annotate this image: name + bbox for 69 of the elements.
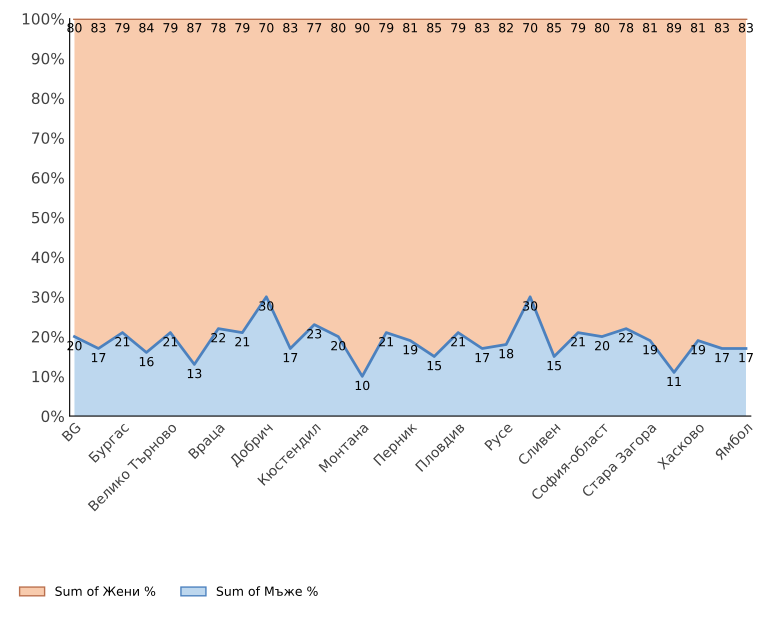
y-tick-label: 90% [32, 52, 64, 64]
data-label: 17 [284, 353, 298, 362]
data-label: 90 [355, 23, 370, 32]
data-label: 10 [356, 380, 370, 390]
data-label: 83 [283, 23, 298, 32]
data-label: 84 [139, 23, 154, 32]
data-label: 17 [92, 353, 106, 362]
data-label: 21 [451, 336, 465, 346]
data-label: 83 [475, 23, 490, 32]
data-label: 79 [163, 23, 178, 32]
data-label: 17 [739, 353, 753, 362]
data-label: 18 [500, 348, 514, 358]
y-tick-label: 10% [32, 370, 64, 382]
legend-label: Sum of Мъже % [216, 586, 318, 596]
data-label: 81 [403, 23, 418, 32]
data-label: 22 [211, 333, 226, 342]
data-label: 21 [571, 336, 585, 346]
data-label: 87 [187, 23, 202, 32]
y-tick-label: 30% [32, 291, 64, 303]
data-label: 19 [691, 344, 706, 354]
data-label: 15 [548, 361, 561, 370]
data-label: 19 [643, 344, 658, 354]
y-tick-label: 40% [32, 252, 64, 264]
data-label: 80 [594, 23, 610, 32]
data-label: 81 [642, 23, 657, 32]
data-label: 21 [115, 336, 130, 346]
x-tick-label: BG [61, 422, 82, 442]
data-label: 30 [259, 301, 274, 311]
data-label: 79 [571, 23, 586, 32]
data-label: 79 [379, 23, 394, 32]
data-label: 81 [690, 23, 705, 32]
data-label: 77 [307, 23, 322, 32]
data-label: 21 [379, 336, 394, 346]
data-label: 16 [140, 356, 154, 366]
data-label: 70 [259, 23, 274, 32]
data-label: 19 [404, 344, 418, 354]
data-label: 23 [307, 329, 322, 338]
data-label: 78 [619, 23, 634, 32]
data-label: 22 [619, 333, 633, 342]
y-tick-label: 70% [32, 132, 64, 144]
data-label: 13 [188, 368, 202, 378]
data-label: 79 [115, 23, 130, 32]
data-label: 20 [595, 340, 610, 350]
data-label: 80 [331, 23, 346, 32]
y-tick-label: 100% [22, 13, 64, 25]
y-tick-label: 20% [32, 331, 64, 343]
data-label: 21 [235, 336, 250, 346]
data-label: 20 [331, 340, 346, 350]
data-label: 21 [163, 336, 178, 346]
data-label: 11 [667, 376, 681, 386]
data-label: 83 [714, 23, 729, 32]
data-label: 85 [547, 23, 561, 32]
data-label: 70 [523, 23, 538, 32]
data-label: 79 [451, 23, 466, 32]
y-tick-label: 80% [32, 92, 64, 104]
y-tick-label: 50% [32, 212, 64, 224]
y-tick-label: 60% [32, 172, 64, 184]
legend-label: Sum of Жени % [55, 586, 156, 596]
data-label: 17 [715, 353, 729, 362]
data-label: 85 [427, 23, 442, 32]
data-label: 78 [211, 23, 226, 32]
y-tick-label: 0% [42, 410, 64, 422]
data-label: 83 [91, 23, 106, 32]
data-label: 82 [499, 23, 513, 32]
data-label: 15 [428, 361, 442, 370]
data-label: 83 [738, 23, 753, 32]
data-label: 89 [666, 23, 682, 32]
data-label: 17 [476, 353, 490, 362]
data-label: 79 [235, 23, 250, 32]
